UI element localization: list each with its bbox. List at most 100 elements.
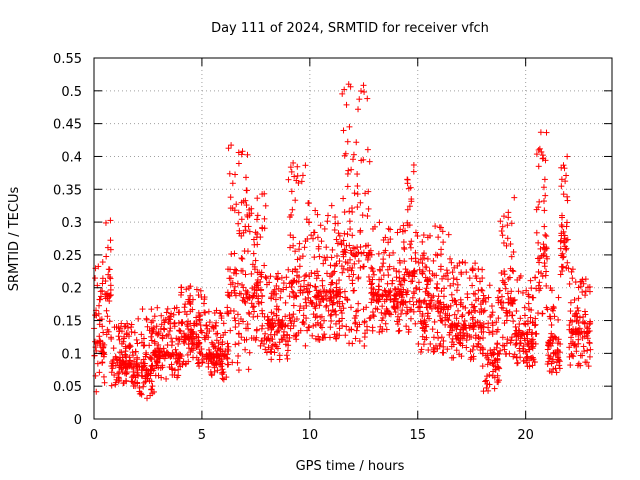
data-point — [412, 255, 419, 262]
data-point — [443, 267, 450, 274]
data-point — [268, 295, 275, 302]
data-point — [479, 345, 486, 352]
data-point — [539, 310, 546, 317]
y-tick-label: 0 — [74, 413, 82, 428]
data-point — [454, 322, 461, 329]
data-point — [336, 318, 343, 325]
data-point — [120, 380, 127, 387]
data-point — [572, 327, 579, 334]
data-point — [283, 284, 290, 291]
data-point — [581, 319, 588, 326]
data-point — [379, 303, 386, 310]
data-point — [160, 325, 167, 332]
data-point — [350, 271, 357, 278]
data-point — [235, 320, 242, 327]
data-point — [415, 340, 422, 347]
data-point — [550, 303, 557, 310]
data-point — [586, 353, 593, 360]
data-point — [262, 274, 269, 281]
data-point — [227, 327, 234, 334]
data-point — [384, 266, 391, 273]
data-point — [444, 316, 451, 323]
data-point — [294, 172, 301, 179]
data-point — [187, 292, 194, 299]
data-point — [432, 223, 439, 230]
data-point — [187, 301, 194, 308]
data-point — [512, 341, 519, 348]
data-point — [415, 279, 422, 286]
data-point — [274, 276, 281, 283]
data-point — [258, 286, 265, 293]
data-point — [134, 363, 141, 370]
data-point — [580, 343, 587, 350]
data-point — [278, 274, 285, 281]
data-point — [386, 263, 393, 270]
data-point — [235, 330, 242, 337]
data-point — [340, 127, 347, 134]
data-point — [276, 339, 283, 346]
data-point — [357, 227, 364, 234]
data-point — [543, 233, 550, 240]
data-point — [510, 297, 517, 304]
data-point — [308, 269, 315, 276]
data-point — [560, 228, 567, 235]
data-point — [125, 343, 132, 350]
data-point — [271, 349, 278, 356]
data-point — [259, 310, 266, 317]
data-point — [294, 163, 301, 170]
data-point — [317, 222, 324, 229]
data-point — [252, 336, 259, 343]
data-point — [286, 280, 293, 287]
data-point — [287, 325, 294, 332]
data-point — [302, 296, 309, 303]
data-point — [382, 234, 389, 241]
data-point — [501, 271, 508, 278]
data-point — [361, 318, 368, 325]
data-point — [412, 229, 419, 236]
data-point — [532, 321, 539, 328]
data-point — [437, 309, 444, 316]
data-point — [406, 269, 413, 276]
data-point — [548, 321, 555, 328]
data-point — [296, 240, 303, 247]
x-tick-label: 10 — [302, 428, 319, 443]
data-point — [153, 330, 160, 337]
data-point — [430, 334, 437, 341]
data-point — [318, 238, 325, 245]
data-point — [410, 168, 417, 175]
data-point — [459, 258, 466, 265]
data-point — [348, 166, 355, 173]
data-point — [225, 291, 232, 298]
data-point — [302, 162, 309, 169]
data-point — [567, 299, 574, 306]
data-point — [336, 232, 343, 239]
data-point — [525, 293, 532, 300]
data-point — [510, 353, 517, 360]
data-point — [389, 277, 396, 284]
data-point — [134, 340, 141, 347]
data-point — [495, 315, 502, 322]
data-point — [108, 363, 115, 370]
data-point — [176, 360, 183, 367]
data-point — [376, 276, 383, 283]
data-point — [101, 379, 108, 386]
data-point — [171, 323, 178, 330]
data-point — [316, 302, 323, 309]
data-point — [485, 294, 492, 301]
data-point — [156, 347, 163, 354]
data-point — [424, 290, 431, 297]
data-point — [152, 351, 159, 358]
data-point — [270, 288, 277, 295]
data-point — [479, 287, 486, 294]
data-point — [342, 150, 349, 157]
data-point — [250, 313, 257, 320]
data-point — [234, 311, 241, 318]
data-point — [222, 329, 229, 336]
data-point — [559, 250, 566, 257]
y-tick-label: 0.1 — [61, 347, 82, 362]
data-point — [201, 294, 208, 301]
data-point — [344, 138, 351, 145]
y-tick-label: 0.15 — [53, 315, 82, 330]
data-point — [394, 313, 401, 320]
